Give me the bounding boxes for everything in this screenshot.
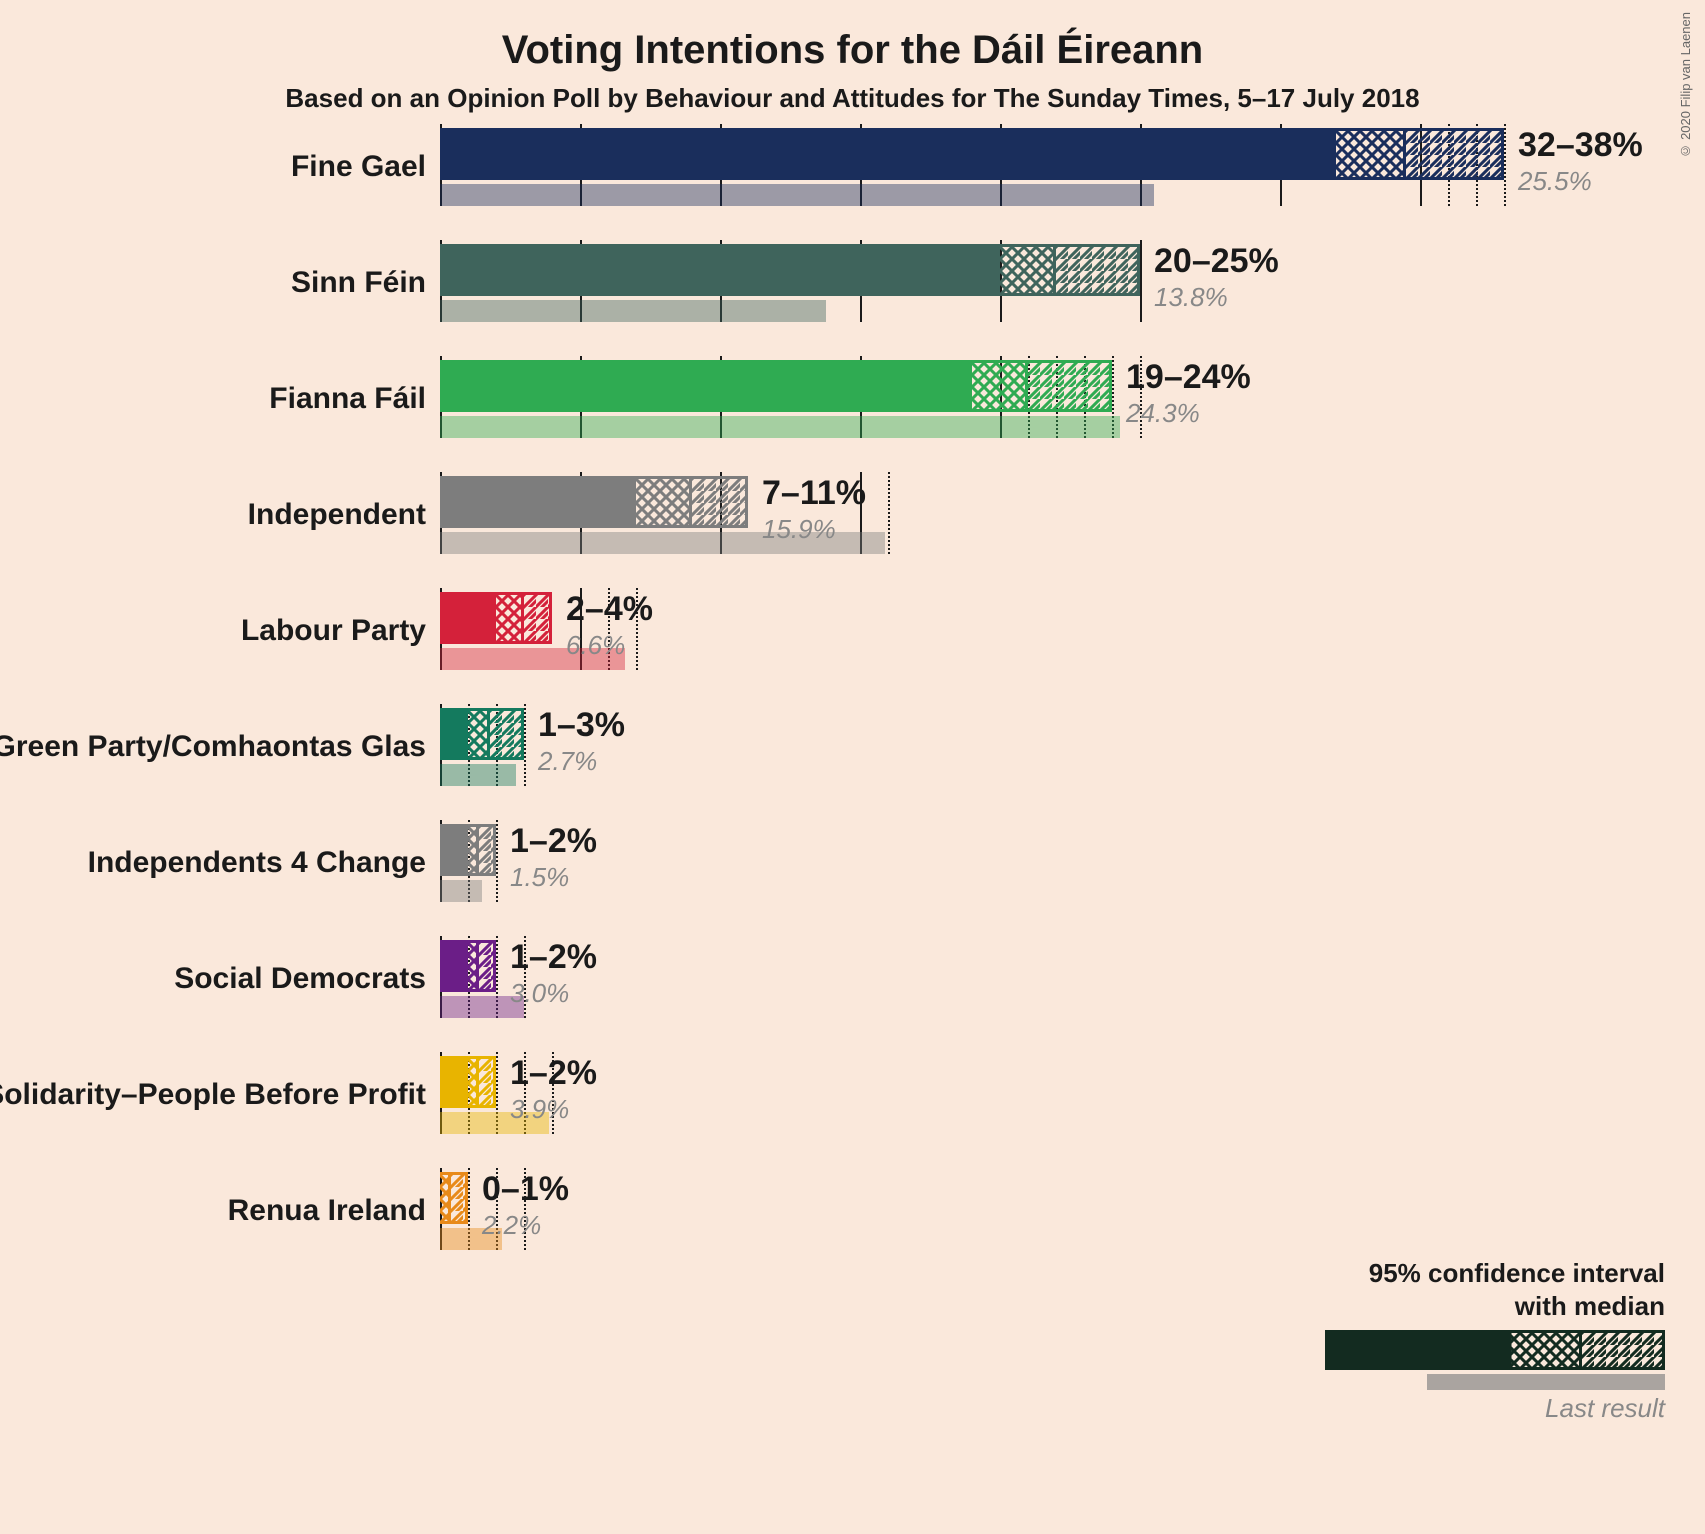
party-label: Renua Ireland (228, 1194, 440, 1228)
range-label: 19–24% (1126, 358, 1251, 397)
last-result-label: 1.5% (510, 862, 569, 893)
party-row: Sinn Féin 20–25%13.8% (0, 236, 1705, 352)
ci-bar (440, 1172, 468, 1224)
range-label: 32–38% (1518, 126, 1643, 165)
legend-last-bar (1427, 1374, 1665, 1390)
party-row: Fine Gael 32–38%25.5% (0, 120, 1705, 236)
party-label: Independent (248, 498, 440, 532)
range-label: 2–4% (566, 590, 653, 629)
party-row: Social Democrats 1–2%3.0% (0, 932, 1705, 1048)
party-label: Fianna Fáil (269, 382, 440, 416)
party-label: Solidarity–People Before Profit (0, 1078, 440, 1112)
last-result-label: 6.6% (566, 630, 625, 661)
party-label: Labour Party (241, 614, 440, 648)
ci-bar (440, 592, 552, 644)
ci-bar (440, 128, 1504, 180)
legend: 95% confidence interval with median Last… (1325, 1258, 1665, 1424)
chart-subtitle: Based on an Opinion Poll by Behaviour an… (0, 83, 1705, 114)
range-label: 1–2% (510, 1054, 597, 1093)
last-result-label: 25.5% (1518, 166, 1592, 197)
chart-title: Voting Intentions for the Dáil Éireann (0, 0, 1705, 73)
party-row: Independent 7–11%15.9% (0, 468, 1705, 584)
legend-ci-line1: 95% confidence interval (1325, 1258, 1665, 1289)
party-row: Solidarity–People Before Profit 1–2%3.9% (0, 1048, 1705, 1164)
range-label: 1–3% (538, 706, 625, 745)
legend-ci-bar (1325, 1330, 1665, 1370)
party-row: Fianna Fáil 19–24%24.3% (0, 352, 1705, 468)
last-result-label: 15.9% (762, 514, 836, 545)
party-label: Independents 4 Change (88, 846, 440, 880)
last-result-bar (440, 416, 1120, 438)
range-label: 1–2% (510, 822, 597, 861)
last-result-label: 13.8% (1154, 282, 1228, 313)
ci-bar (440, 824, 496, 876)
chart-area: Fine Gael 32–38%25.5% Sinn Féin 20–25%13.8%… (0, 120, 1705, 1420)
ci-bar (440, 476, 748, 528)
party-label: Sinn Féin (291, 266, 440, 300)
range-label: 1–2% (510, 938, 597, 977)
range-label: 20–25% (1154, 242, 1279, 281)
legend-last-label: Last result (1325, 1393, 1665, 1424)
last-result-label: 24.3% (1126, 398, 1200, 429)
party-label: Social Democrats (174, 962, 440, 996)
last-result-label: 2.2% (482, 1210, 541, 1241)
last-result-label: 2.7% (538, 746, 597, 777)
last-result-bar (440, 300, 826, 322)
ci-bar (440, 1056, 496, 1108)
ci-bar (440, 360, 1112, 412)
last-result-bar (440, 764, 516, 786)
legend-ci-line2: with median (1325, 1291, 1665, 1322)
ci-bar (440, 244, 1140, 296)
party-label: Fine Gael (291, 150, 440, 184)
party-row: Green Party/Comhaontas Glas 1–3%2.7% (0, 700, 1705, 816)
last-result-bar (440, 880, 482, 902)
last-result-label: 3.0% (510, 978, 569, 1009)
party-row: Independents 4 Change 1–2%1.5% (0, 816, 1705, 932)
last-result-label: 3.9% (510, 1094, 569, 1125)
party-row: Labour Party 2–4%6.6% (0, 584, 1705, 700)
ci-bar (440, 708, 524, 760)
range-label: 0–1% (482, 1170, 569, 1209)
party-label: Green Party/Comhaontas Glas (0, 730, 440, 764)
last-result-bar (440, 184, 1154, 206)
range-label: 7–11% (762, 474, 866, 513)
ci-bar (440, 940, 496, 992)
